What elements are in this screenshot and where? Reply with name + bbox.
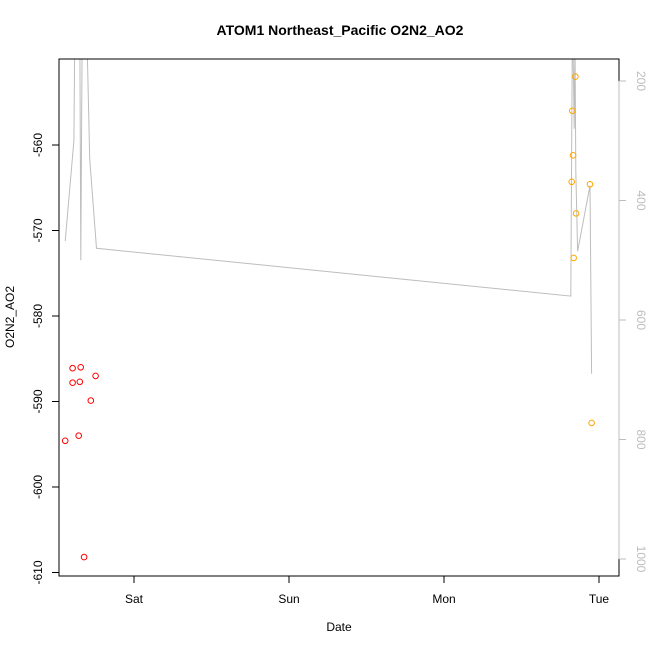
data-point bbox=[69, 364, 76, 372]
y-tick-label: -600 bbox=[31, 475, 45, 499]
data-point bbox=[572, 73, 579, 80]
y-tick-label: -570 bbox=[31, 218, 45, 242]
data-point bbox=[569, 107, 576, 115]
y2-axis: 200 400 600 800 1000 bbox=[618, 71, 648, 573]
x-tick-label: Sun bbox=[278, 592, 299, 606]
data-point bbox=[568, 178, 576, 186]
data-point bbox=[77, 364, 84, 371]
y-axis-label: O2N2_AO2 bbox=[3, 286, 17, 348]
y2-tick-label: 800 bbox=[634, 429, 648, 449]
x-axis: Sat Sun Mon Tue bbox=[125, 575, 610, 606]
data-point bbox=[61, 437, 69, 445]
secondary-series-line bbox=[64, 59, 593, 374]
data-point bbox=[572, 210, 580, 217]
y2-tick-label: 200 bbox=[634, 71, 648, 91]
data-point bbox=[69, 379, 76, 387]
y2-tick-label: 400 bbox=[634, 190, 648, 210]
y2-tick-label: 600 bbox=[634, 310, 648, 330]
data-point bbox=[92, 372, 99, 380]
data-point bbox=[569, 152, 577, 159]
data-point bbox=[570, 254, 578, 262]
data-point bbox=[76, 378, 84, 386]
x-tick-label: Mon bbox=[432, 592, 455, 606]
y-tick-label: -590 bbox=[31, 389, 45, 413]
chart-title: ATOM1 Northeast_Pacific O2N2_AO2 bbox=[217, 22, 464, 38]
data-point bbox=[75, 432, 82, 440]
y2-tick-label: 1000 bbox=[634, 546, 648, 573]
x-tick-label: Sat bbox=[125, 592, 144, 606]
data-point bbox=[586, 181, 594, 188]
y-tick-label: -610 bbox=[31, 560, 45, 584]
data-point bbox=[87, 397, 95, 404]
points-layer bbox=[61, 73, 595, 561]
data-point bbox=[588, 419, 595, 427]
y-tick-label: -580 bbox=[31, 304, 45, 328]
secondary-line-layer bbox=[64, 59, 593, 374]
plot-frame bbox=[58, 58, 620, 577]
y-axis: -560 -570 -580 -590 -600 -610 bbox=[31, 133, 60, 585]
x-tick-label: Tue bbox=[589, 592, 610, 606]
x-axis-label: Date bbox=[326, 620, 352, 634]
data-point bbox=[80, 553, 88, 561]
y-tick-label: -560 bbox=[31, 133, 45, 157]
